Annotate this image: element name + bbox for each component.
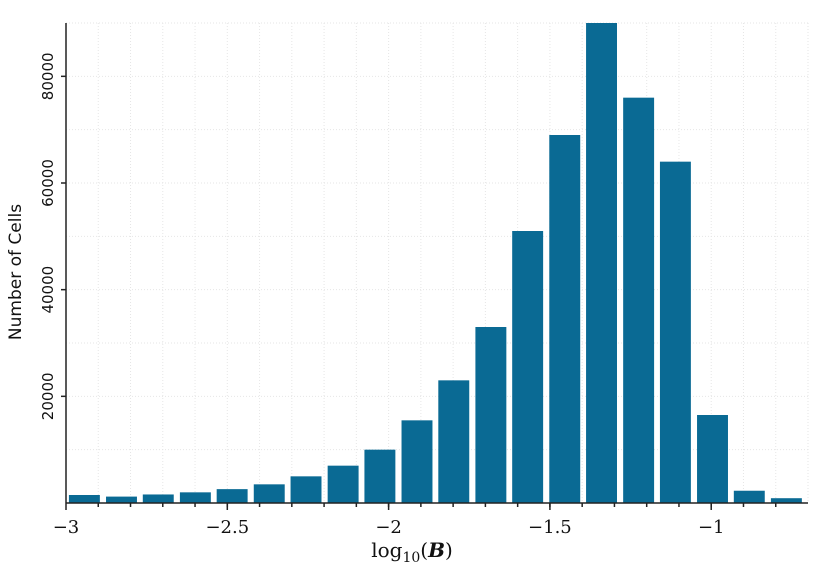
y-axis-label: Number of Cells bbox=[6, 204, 26, 340]
histogram-bar-5 bbox=[216, 489, 248, 503]
x-axis-label-close-paren: ) bbox=[445, 538, 453, 562]
x-tick-label: −2.5 bbox=[205, 517, 249, 538]
histogram-bar-17 bbox=[659, 161, 691, 503]
histogram-bar-11 bbox=[438, 380, 470, 503]
histogram-bar-4 bbox=[179, 492, 211, 503]
histogram-bar-18 bbox=[697, 415, 728, 503]
histogram-bar-20 bbox=[770, 498, 802, 503]
x-axis-label-log: log bbox=[371, 538, 402, 562]
histogram-bar-19 bbox=[733, 490, 765, 503]
y-axis-ticks: 20000 40000 60000 80000 bbox=[39, 52, 66, 420]
x-axis-ticks: −3 −2.5 −2 −1.5 −1 bbox=[53, 503, 777, 538]
x-tick-label: −1.5 bbox=[528, 517, 572, 538]
histogram-bar-3 bbox=[142, 494, 174, 503]
x-axis-label: log10(B) bbox=[371, 538, 453, 566]
x-tick-label: −3 bbox=[53, 517, 80, 538]
histogram-bar-15 bbox=[586, 23, 617, 503]
histogram-bar-12 bbox=[475, 327, 507, 503]
x-axis-label-open-paren: ( bbox=[420, 538, 428, 562]
histogram-bar-14 bbox=[549, 135, 581, 503]
y-tick-label: 80000 bbox=[39, 52, 57, 100]
histogram-bar-9 bbox=[364, 449, 396, 503]
histogram-bar-7 bbox=[290, 476, 322, 503]
x-tick-label: −2 bbox=[375, 517, 402, 538]
histogram-bar-10 bbox=[401, 420, 433, 503]
histogram-bar-16 bbox=[623, 97, 655, 504]
histogram-bar-6 bbox=[253, 484, 285, 503]
y-tick-label: 20000 bbox=[39, 372, 57, 420]
grid-layer bbox=[65, 22, 809, 503]
y-tick-label: 60000 bbox=[39, 159, 57, 207]
histogram-bar-13 bbox=[512, 231, 544, 503]
x-tick-label: −1 bbox=[698, 517, 725, 538]
histogram-bar-8 bbox=[327, 465, 359, 503]
y-tick-label: 40000 bbox=[39, 266, 57, 314]
histogram-bar-1 bbox=[68, 495, 100, 503]
histogram-bar-2 bbox=[106, 496, 137, 503]
x-axis-label-variable: B bbox=[427, 538, 445, 562]
x-axis-label-subscript: 10 bbox=[402, 550, 420, 566]
bars-layer bbox=[68, 23, 802, 504]
